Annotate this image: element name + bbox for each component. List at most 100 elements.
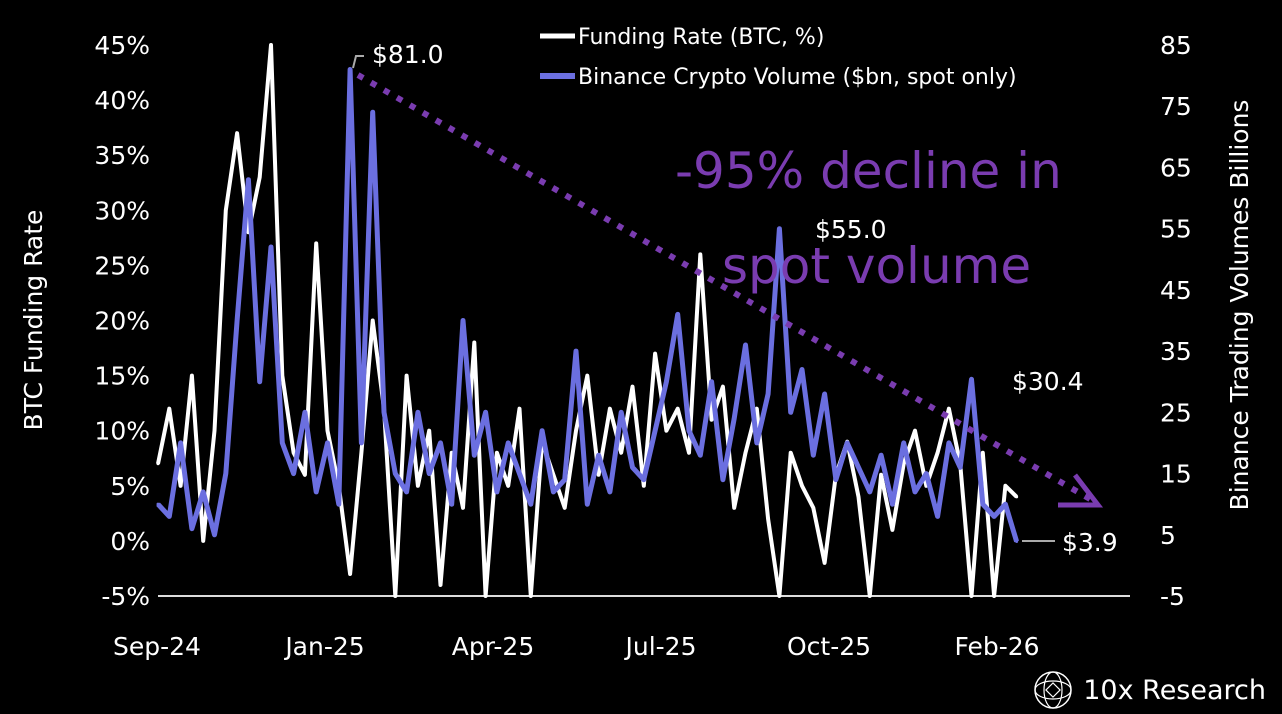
volume-point xyxy=(834,478,838,482)
volume-point xyxy=(540,429,544,433)
right-axis-title: Binance Trading Volumes Billions xyxy=(1225,100,1254,511)
funding-point xyxy=(653,352,657,356)
funding-point xyxy=(574,429,578,433)
volume-point xyxy=(789,410,793,414)
volume-point xyxy=(574,349,578,353)
right-tick-label: 65 xyxy=(1160,153,1192,182)
funding-point xyxy=(258,175,262,179)
funding-point xyxy=(823,561,827,565)
right-tick-label: 85 xyxy=(1160,31,1192,60)
right-tick-label: 5 xyxy=(1160,521,1176,550)
volume-point xyxy=(743,343,747,347)
funding-point xyxy=(856,495,860,499)
funding-point xyxy=(597,473,601,477)
volume-point xyxy=(868,490,872,494)
volume-point xyxy=(506,441,510,445)
volume-point xyxy=(359,441,363,445)
funding-point xyxy=(427,429,431,433)
funding-point xyxy=(280,374,284,378)
funding-point xyxy=(800,484,804,488)
volume-point xyxy=(981,502,985,506)
volume-point xyxy=(416,410,420,414)
x-tick-label: Sep-24 xyxy=(113,632,201,661)
funding-point xyxy=(902,462,906,466)
left-tick-label: 20% xyxy=(94,307,150,336)
volume-point xyxy=(913,490,917,494)
volume-point xyxy=(325,441,329,445)
volume-point xyxy=(947,441,951,445)
funding-point xyxy=(484,594,488,598)
volume-point xyxy=(348,67,352,71)
headline-line-2: spot volume xyxy=(722,237,1031,295)
funding-point xyxy=(608,407,612,411)
volume-point xyxy=(269,245,273,249)
volume-point xyxy=(201,490,205,494)
left-tick-label: 5% xyxy=(110,472,150,501)
volume-point xyxy=(280,441,284,445)
funding-point xyxy=(371,319,375,322)
volume-point xyxy=(212,533,216,537)
funding-point xyxy=(698,252,702,256)
volume-point xyxy=(303,410,307,414)
funding-point xyxy=(755,407,759,411)
right-tick-label: 35 xyxy=(1160,337,1192,366)
volume-point xyxy=(755,441,759,445)
volume-point xyxy=(393,472,397,476)
left-tick-label: 40% xyxy=(94,86,150,115)
funding-point xyxy=(913,429,917,433)
right-tick-label: 25 xyxy=(1160,398,1192,427)
funding-point xyxy=(642,484,646,488)
volume-point xyxy=(235,319,239,322)
volume-point xyxy=(642,478,646,482)
volume-point xyxy=(969,377,973,381)
volume-point xyxy=(167,514,171,518)
series-group xyxy=(156,43,1019,598)
volume-point xyxy=(337,502,341,506)
volume-point xyxy=(597,453,601,457)
funding-point xyxy=(766,517,770,521)
funding-point xyxy=(1003,484,1007,488)
left-tick-label: 45% xyxy=(94,31,150,60)
volume-point xyxy=(246,178,250,182)
volume-point xyxy=(619,410,623,414)
funding-point xyxy=(721,385,725,389)
funding-point xyxy=(936,451,940,455)
volume-point xyxy=(811,453,815,457)
volume-point xyxy=(766,392,770,396)
funding-point xyxy=(212,429,216,433)
x-tick-label: Jan-25 xyxy=(283,632,364,661)
volume-point xyxy=(314,490,318,494)
funding-point xyxy=(687,451,691,455)
funding-point xyxy=(664,429,668,433)
volume-point xyxy=(800,367,804,371)
funding-point xyxy=(676,407,680,411)
logo-text: 10x Research xyxy=(1083,674,1266,706)
right-tick-label: 45 xyxy=(1160,276,1192,305)
funding-point xyxy=(167,407,171,411)
right-axis-ticks: -5 5 15 25 35 45 55 65 75 85 xyxy=(1160,31,1192,611)
volume-point xyxy=(484,410,488,414)
brand-logo: 10x Research xyxy=(1033,670,1266,710)
logo-icon xyxy=(1034,671,1072,709)
funding-point xyxy=(743,451,747,455)
volume-point xyxy=(777,227,781,231)
volume-point xyxy=(698,453,702,457)
volume-point xyxy=(732,416,736,420)
x-tick-label: Oct-25 xyxy=(787,632,871,661)
volume-point xyxy=(563,478,567,482)
headline-line-1: -95% decline in xyxy=(675,142,1062,200)
funding-point xyxy=(969,594,973,598)
funding-point xyxy=(314,241,318,245)
volume-point xyxy=(1003,502,1007,506)
funding-point xyxy=(269,43,273,47)
volume-point xyxy=(992,514,996,518)
volume-point xyxy=(721,478,725,482)
volume-point xyxy=(518,472,522,476)
funding-point xyxy=(777,594,781,598)
left-tick-label: 15% xyxy=(94,362,150,391)
funding-point xyxy=(631,385,635,389)
funding-point xyxy=(201,539,205,543)
volume-point xyxy=(551,490,555,494)
peak-leader xyxy=(352,55,364,69)
